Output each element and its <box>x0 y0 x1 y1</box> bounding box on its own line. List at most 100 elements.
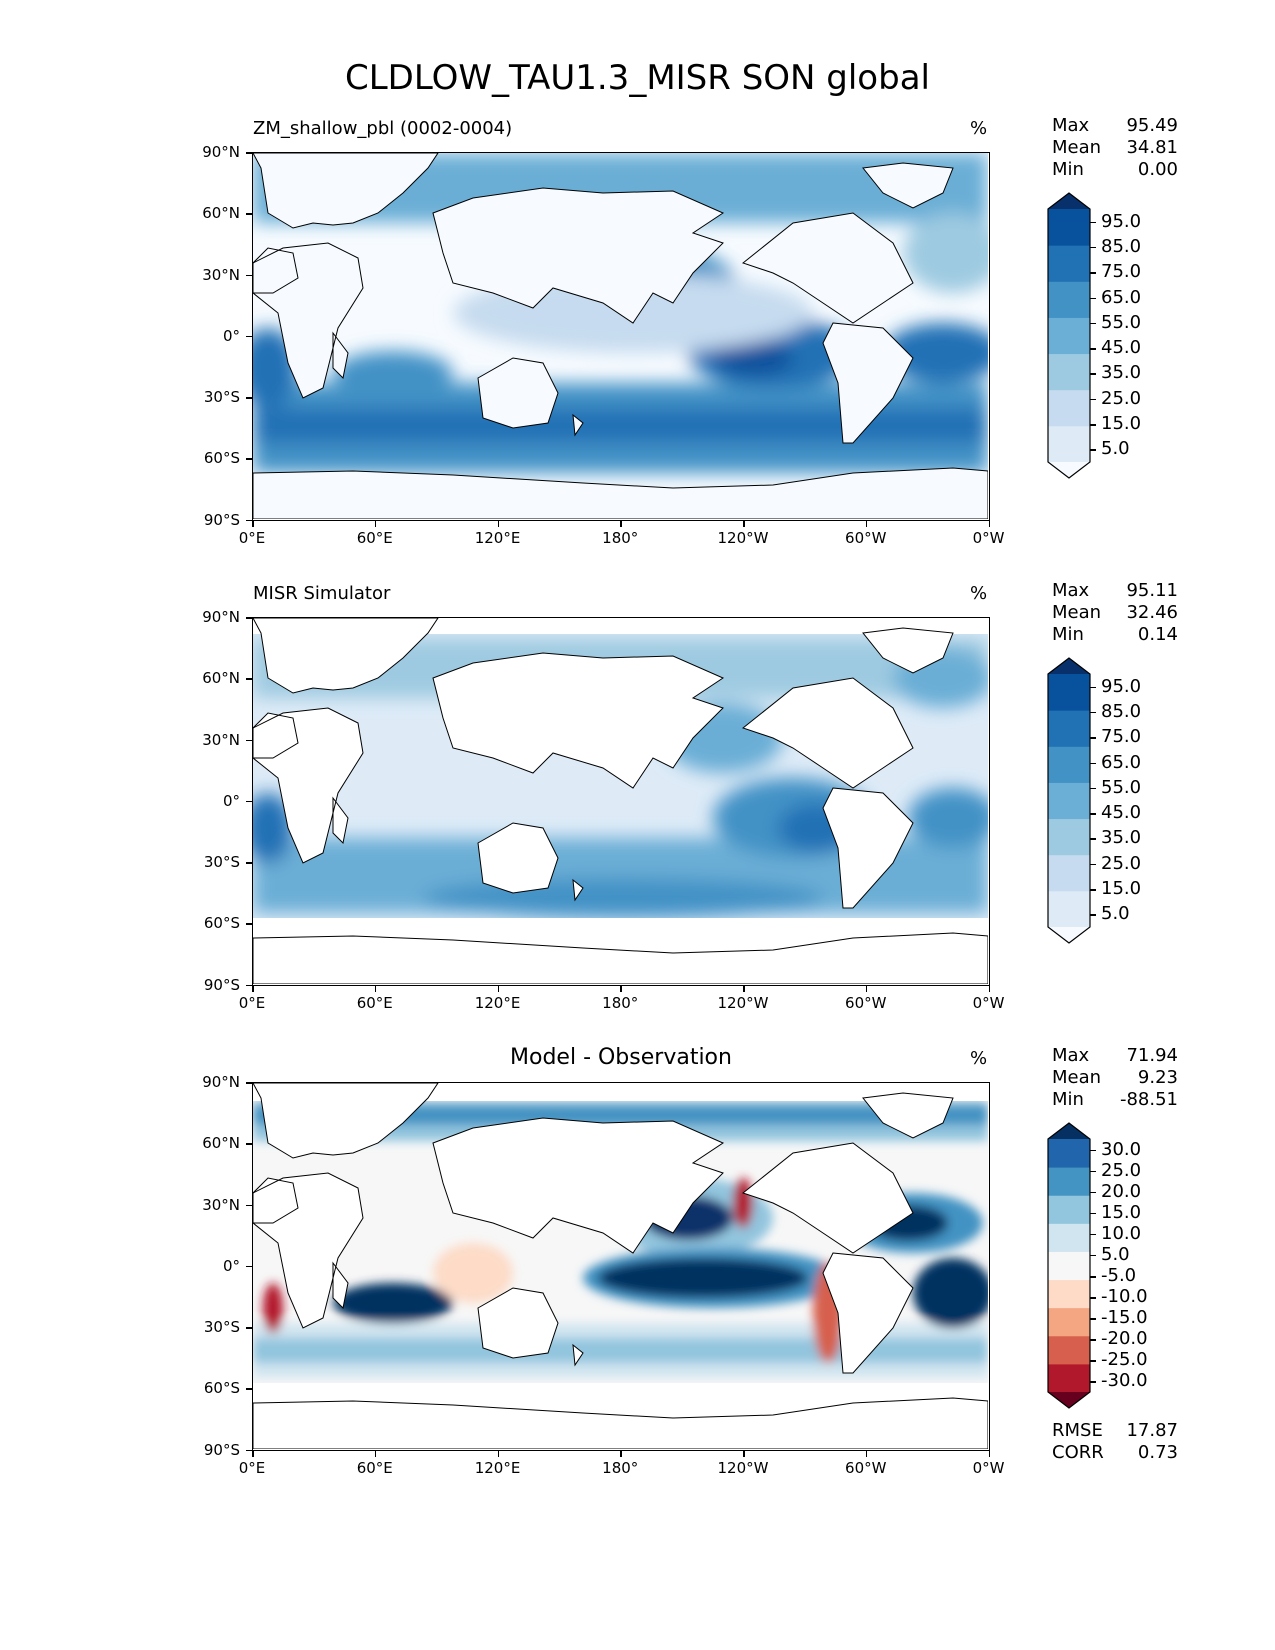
lat-tick-label: 30°S <box>203 388 240 406</box>
colorbar-segment <box>1048 1307 1090 1337</box>
colorbar-tick-mark <box>1090 1297 1096 1299</box>
corr-value: 0.73 <box>1137 1442 1178 1463</box>
lat-tick-mark <box>246 1265 252 1268</box>
panel-diff: Model - Observation % <box>0 1040 1275 1480</box>
colorbar-tick-mark <box>1090 1360 1096 1362</box>
panel-1-unit: % <box>970 118 988 139</box>
lat-tick-label: 90°S <box>203 510 240 529</box>
panel-2-unit: % <box>970 583 988 604</box>
lat-tick-mark <box>246 397 252 399</box>
colorbar-segment <box>1048 1363 1090 1393</box>
lat-tick-mark <box>246 1449 252 1451</box>
colorbar-extend-min <box>1048 927 1090 943</box>
colorbar-tick-label: 5.0 <box>1101 438 1130 460</box>
map-2 <box>252 617 990 986</box>
lat-tick-label: 60°S <box>203 449 240 468</box>
stat-min: -88.51 <box>1119 1089 1178 1110</box>
stat-mean: 32.46 <box>1126 602 1178 623</box>
colorbar-extend-min <box>1048 462 1090 478</box>
lat-tick-label: 90°N <box>202 143 240 161</box>
lat-tick-mark <box>246 1204 252 1206</box>
colorbar-tick-mark <box>1090 373 1096 375</box>
lat-tick-mark <box>246 335 252 338</box>
colorbar-tick-mark <box>1090 246 1096 249</box>
lon-tick-label: 120°W <box>717 994 769 1012</box>
colorbar-tick-mark <box>1090 686 1096 689</box>
lon-tick-label: 0°W <box>972 529 1005 547</box>
colorbar-tick-mark <box>1090 272 1096 274</box>
stats-panel-3: Max 71.94 Mean 9.23 Min -88.51 <box>1052 1045 1178 1111</box>
lon-tick-label: 60°E <box>356 529 393 547</box>
stats-panel-1: Max 95.49 Mean 34.81 Min 0.00 <box>1052 115 1178 181</box>
colorbar-tick-label: 10.0 <box>1101 1222 1142 1244</box>
lon-tick-label: 180° <box>602 994 639 1012</box>
colorbar-segment <box>1048 281 1090 318</box>
stat-min-label: Min <box>1052 624 1084 645</box>
lon-tick-label: 60°E <box>356 994 393 1012</box>
colorbar-segment <box>1048 890 1090 928</box>
lon-tick-label: 60°W <box>845 529 887 547</box>
lon-tick-mark <box>988 1451 990 1457</box>
colorbar-tick-mark <box>1090 322 1096 325</box>
colorbar-tick-label: 55.0 <box>1101 311 1142 333</box>
lon-tick-mark <box>374 1451 377 1457</box>
lat-tick-label: 90°N <box>202 608 240 626</box>
colorbar-tick-label: 35.0 <box>1101 362 1142 384</box>
colorbar-tick-label: 15.0 <box>1101 413 1142 435</box>
lat-tick-mark <box>246 862 252 864</box>
lat-tick-mark <box>246 1388 252 1390</box>
colorbar-tick-label: -30.0 <box>1101 1370 1148 1392</box>
colorbar-tick-mark <box>1090 1170 1096 1173</box>
colorbar-segment <box>1048 782 1090 820</box>
colorbar-extend-max <box>1048 1123 1090 1139</box>
lat-tick-mark <box>246 519 252 521</box>
colorbar-segment <box>1048 674 1090 711</box>
colorbar-tick-mark <box>1090 762 1096 765</box>
lat-tick-label: 0° <box>222 791 240 810</box>
colorbar-segment <box>1048 1279 1090 1309</box>
panel-model: ZM_shallow_pbl (0002-0004) % <box>0 110 1275 550</box>
lat-tick-mark <box>246 152 252 154</box>
colorbar-extend-max <box>1048 193 1090 209</box>
colorbar-tick-mark <box>1090 1191 1096 1194</box>
colorbar-tick-label: 65.0 <box>1101 751 1142 773</box>
colorbar-segment <box>1048 710 1090 747</box>
colorbar-tick-mark <box>1090 838 1096 840</box>
map-3 <box>252 1082 990 1451</box>
colorbar-tick-label: -20.0 <box>1101 1328 1148 1350</box>
lon-tick-mark <box>743 986 745 992</box>
colorbar-3 <box>1047 1122 1098 1423</box>
lat-tick-label: 60°N <box>202 204 240 223</box>
colorbar-tick-label: 20.0 <box>1101 1180 1142 1202</box>
lon-tick-label: 0°W <box>972 1459 1005 1477</box>
colorbar-tick-mark <box>1090 1149 1096 1152</box>
colorbar-tick-label: 15.0 <box>1101 1201 1142 1223</box>
lat-tick-mark <box>246 213 252 215</box>
panel-3-unit: % <box>970 1048 988 1069</box>
lon-tick-label: 60°E <box>356 1459 393 1477</box>
stat-max-label: Max <box>1052 1045 1090 1066</box>
stat-max-label: Max <box>1052 115 1090 136</box>
lon-tick-mark <box>497 521 499 527</box>
colorbar-segment <box>1048 818 1090 856</box>
lon-tick-label: 60°W <box>845 1459 887 1477</box>
colorbar-tick-label: 30.0 <box>1101 1138 1142 1160</box>
colorbar-tick-label: 35.0 <box>1101 827 1142 849</box>
colorbar-segment <box>1048 1251 1090 1281</box>
colorbar-tick-label: 95.0 <box>1101 210 1142 232</box>
lon-tick-mark <box>374 521 377 527</box>
lat-tick-label: 60°N <box>202 669 240 688</box>
colorbar-segment <box>1048 425 1090 463</box>
lon-tick-mark <box>620 521 622 527</box>
lon-tick-label: 120°W <box>717 529 769 547</box>
colorbar-tick-label: 25.0 <box>1101 387 1142 409</box>
colorbar-tick-label: 95.0 <box>1101 675 1142 697</box>
stat-mean: 9.23 <box>1137 1067 1178 1088</box>
corr-label: CORR <box>1052 1442 1104 1463</box>
colorbar-tick-label: -25.0 <box>1101 1349 1148 1371</box>
lat-tick-label: 90°S <box>203 975 240 994</box>
colorbar-segment <box>1048 1139 1090 1168</box>
lat-tick-label: 0° <box>222 1256 240 1275</box>
colorbar-tick-mark <box>1090 711 1096 714</box>
colorbar-tick-label: -5.0 <box>1101 1265 1137 1287</box>
